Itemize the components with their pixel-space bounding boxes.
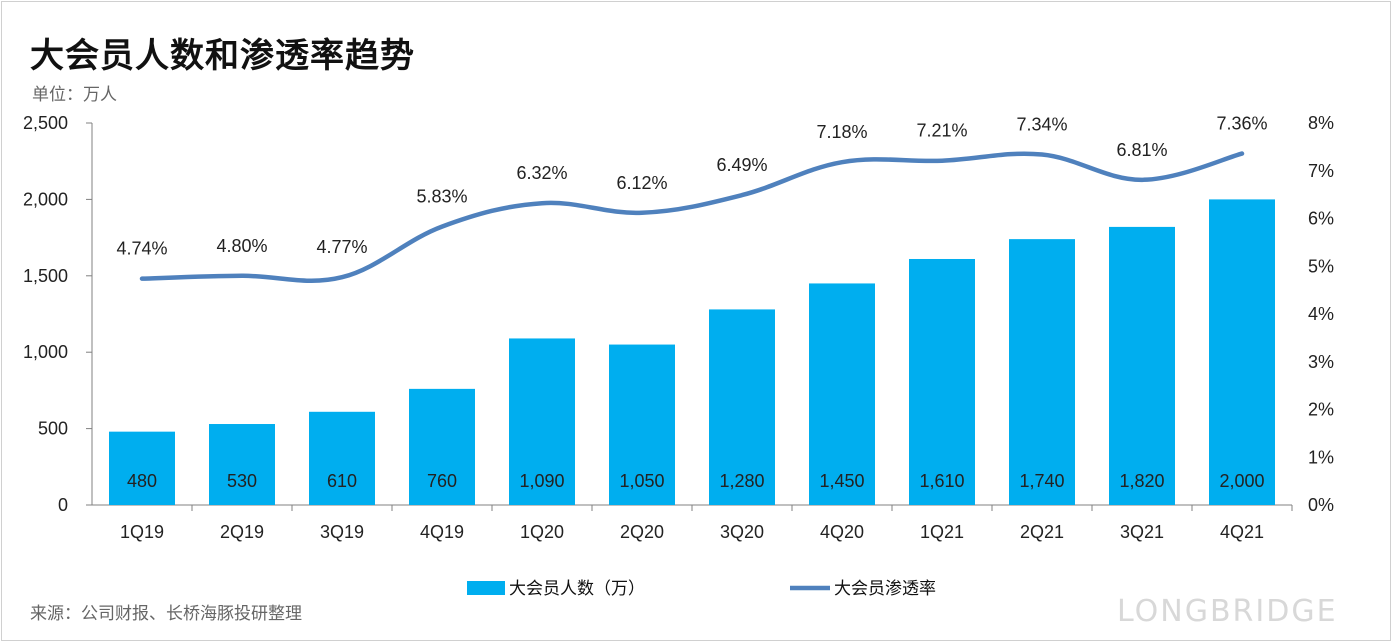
y-right-tick-label: 4% <box>1308 304 1334 324</box>
bar <box>909 258 975 505</box>
bar-value-label: 760 <box>427 471 457 491</box>
bar-value-label: 1,450 <box>819 471 864 491</box>
source-note: 来源：公司财报、长桥海豚投研整理 <box>30 604 302 624</box>
x-tick-label: 4Q20 <box>820 522 864 542</box>
bar-value-label: 530 <box>227 471 257 491</box>
y-right-tick-label: 7% <box>1308 161 1334 181</box>
x-tick-label: 3Q20 <box>720 522 764 542</box>
bar <box>1009 239 1075 506</box>
y-left-tick-label: 1,500 <box>23 266 68 286</box>
bar <box>409 388 475 505</box>
legend-bar-swatch <box>467 581 505 595</box>
bar <box>1109 226 1175 506</box>
y-right-tick-label: 6% <box>1308 209 1334 229</box>
line-value-label: 6.32% <box>516 163 567 183</box>
y-right-tick-label: 5% <box>1308 256 1334 276</box>
line-value-label: 6.81% <box>1116 140 1167 160</box>
bar <box>109 431 175 505</box>
y-left-tick-label: 2,000 <box>23 189 68 209</box>
chart-title: 大会员人数和渗透率趋势 <box>30 36 415 76</box>
series-line-penetration <box>139 151 1245 284</box>
x-tick-label: 1Q19 <box>120 522 164 542</box>
bar <box>309 411 375 505</box>
x-tick-label: 1Q20 <box>520 522 564 542</box>
bar-value-label: 1,050 <box>619 471 664 491</box>
unit-label: 单位：万人 <box>32 85 117 105</box>
brand-watermark: LONGBRIDGE <box>1117 594 1338 629</box>
y-left-tick-label: 500 <box>38 419 68 439</box>
line-value-label: 4.74% <box>116 239 167 259</box>
bar <box>209 424 275 505</box>
bar-value-label: 1,090 <box>519 471 564 491</box>
y-left-tick-label: 2,500 <box>23 113 68 133</box>
bar <box>509 338 575 505</box>
bar-value-label: 610 <box>327 471 357 491</box>
bar <box>609 344 675 505</box>
x-tick-label: 4Q19 <box>420 522 464 542</box>
x-tick-label: 3Q21 <box>1120 522 1164 542</box>
line-value-label: 7.36% <box>1216 114 1267 134</box>
x-tick-label: 2Q20 <box>620 522 664 542</box>
line-value-label: 7.18% <box>816 122 867 142</box>
y-left-tick-label: 1,000 <box>23 342 68 362</box>
bar <box>809 283 875 505</box>
x-tick-label: 2Q19 <box>220 522 264 542</box>
line-value-label: 4.80% <box>216 236 267 256</box>
line-value-label: 6.12% <box>616 173 667 193</box>
line-value-label: 4.77% <box>316 237 367 257</box>
bar-value-label: 1,280 <box>719 471 764 491</box>
bar-value-label: 1,820 <box>1119 471 1164 491</box>
legend-label-members: 大会员人数（万） <box>509 579 645 599</box>
x-tick-label: 4Q21 <box>1220 522 1264 542</box>
y-right-tick-label: 3% <box>1308 352 1334 372</box>
y-right-tick-label: 2% <box>1308 400 1334 420</box>
bar-value-label: 2,000 <box>1219 471 1264 491</box>
bar-value-label: 1,740 <box>1019 471 1064 491</box>
line-value-label: 5.83% <box>416 187 467 207</box>
line-value-label: 7.21% <box>916 121 967 141</box>
legend-label-penetration: 大会员渗透率 <box>834 579 936 599</box>
bar <box>1209 199 1275 505</box>
bar <box>709 309 775 505</box>
y-right-tick-label: 8% <box>1308 113 1334 133</box>
bar-value-label: 1,610 <box>919 471 964 491</box>
x-tick-label: 2Q21 <box>1020 522 1064 542</box>
y-left-tick-label: 0 <box>58 495 68 515</box>
x-tick-label: 1Q21 <box>920 522 964 542</box>
bar-value-label: 480 <box>127 471 157 491</box>
line-value-label: 7.34% <box>1016 115 1067 135</box>
y-right-tick-label: 1% <box>1308 447 1334 467</box>
y-right-tick-label: 0% <box>1308 495 1334 515</box>
x-tick-label: 3Q19 <box>320 522 364 542</box>
line-value-label: 6.49% <box>716 155 767 175</box>
